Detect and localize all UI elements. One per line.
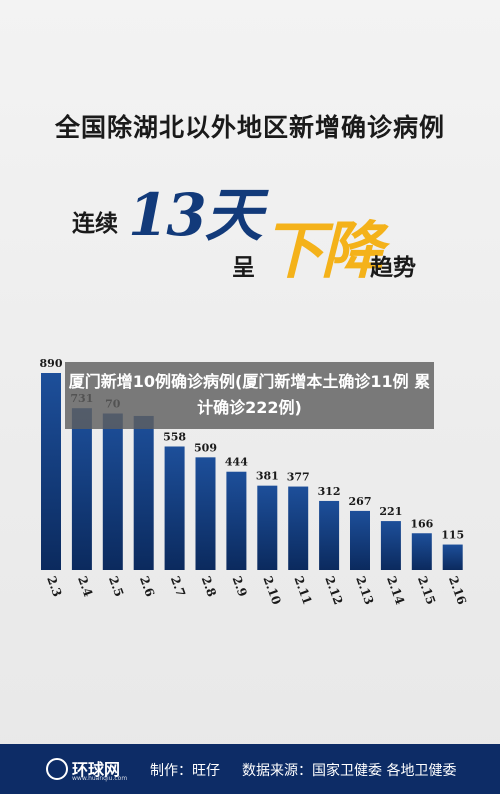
tick-label-2.4: 2.4 xyxy=(75,574,95,598)
tick-label-2.7: 2.7 xyxy=(168,574,188,598)
tick-label-2.12: 2.12 xyxy=(322,574,345,606)
data-label-2.15: 166 xyxy=(410,517,433,530)
tick-label-2.11: 2.11 xyxy=(291,574,314,606)
data-label-2.8: 509 xyxy=(194,441,217,454)
data-label-2.7: 558 xyxy=(163,430,186,443)
subtitle-days: 13天 xyxy=(128,181,263,249)
bar-2.11 xyxy=(288,486,309,570)
subtitle-suffix: 趋势 xyxy=(370,254,416,281)
tick-label-2.10: 2.10 xyxy=(260,574,283,606)
tick-label-2.8: 2.8 xyxy=(199,574,219,598)
bar-2.6 xyxy=(133,415,154,570)
bar-2.15 xyxy=(411,533,432,570)
data-label-2.11: 377 xyxy=(287,471,310,484)
subtitle-prefix: 连续 xyxy=(72,210,118,237)
tick-label-2.6: 2.6 xyxy=(137,574,157,598)
bar-2.10 xyxy=(257,485,278,570)
globe-logo-icon xyxy=(46,758,68,780)
tick-label-2.5: 2.5 xyxy=(106,574,126,598)
bar-2.14 xyxy=(380,521,401,570)
bar-2.4 xyxy=(71,408,92,570)
bar-2.5 xyxy=(102,413,123,570)
tick-label-2.3: 2.3 xyxy=(44,574,64,598)
data-label-2.13: 267 xyxy=(349,495,372,508)
bar-2.16 xyxy=(442,544,463,570)
subtitle-highlight: 下降 xyxy=(262,214,383,287)
news-banner[interactable]: 厦门新增10例确诊病例(厦门新增本土确诊11例 累计确诊222例) xyxy=(65,362,434,429)
credit-text: 制作：旺仔 xyxy=(150,763,220,779)
logo-url: www.huanqiu.com xyxy=(72,775,128,782)
logo-text: 环球网 xyxy=(72,760,121,779)
page-title: 全国除湖北以外地区新增确诊病例 xyxy=(54,113,445,142)
data-label-2.12: 312 xyxy=(318,485,341,498)
bar-2.13 xyxy=(350,510,370,570)
tick-label-2.9: 2.9 xyxy=(230,574,250,598)
bar-2.7 xyxy=(164,446,185,570)
subtitle-middle: 呈 xyxy=(232,254,255,281)
data-label-2.10: 381 xyxy=(256,470,279,483)
bar-2.3 xyxy=(41,373,61,570)
tick-label-2.16: 2.16 xyxy=(446,574,469,606)
data-label-2.16: 115 xyxy=(441,529,464,542)
bar-2.9 xyxy=(226,471,247,570)
data-label-2.14: 221 xyxy=(379,505,402,518)
tick-label-2.15: 2.15 xyxy=(415,574,438,606)
footer: 环球网 www.huanqiu.com 制作：旺仔 数据来源：国家卫健委 各地卫… xyxy=(0,744,500,794)
bar-2.12 xyxy=(319,500,340,570)
tick-label-2.14: 2.14 xyxy=(384,574,407,606)
source-text: 数据来源：国家卫健委 各地卫健委 xyxy=(242,763,457,779)
bar-2.8 xyxy=(195,457,216,570)
data-label-2.3: 890 xyxy=(40,357,63,370)
data-label-2.9: 444 xyxy=(225,456,248,469)
tick-label-2.13: 2.13 xyxy=(353,574,376,606)
